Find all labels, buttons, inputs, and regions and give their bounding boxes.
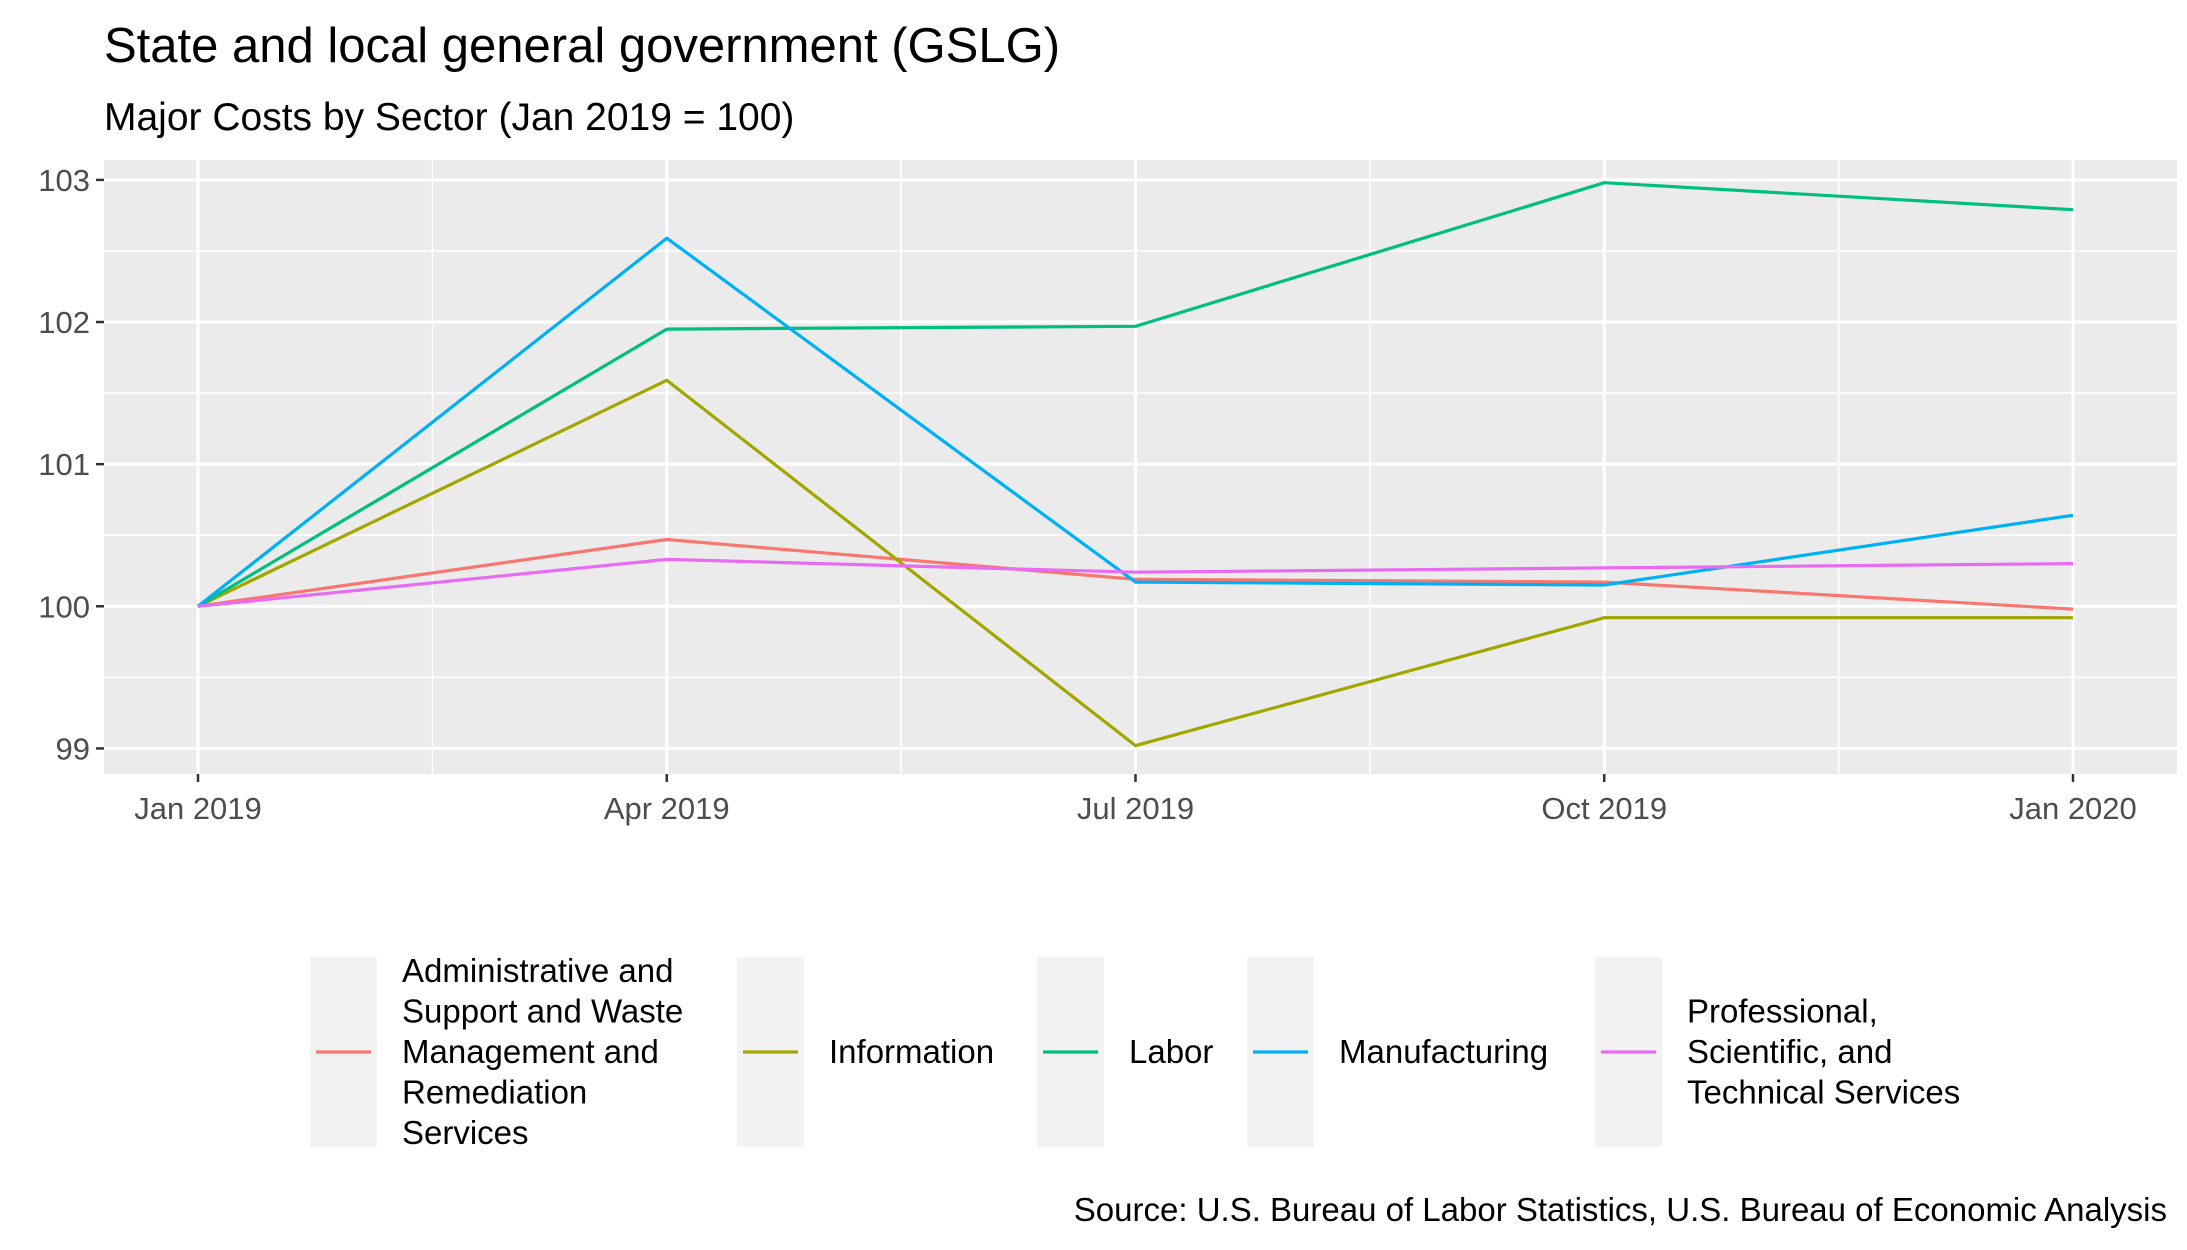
series-line-4 xyxy=(197,236,2074,608)
series-lines xyxy=(197,181,2074,748)
series-line-2 xyxy=(197,378,2073,748)
y-tick-label: 103 xyxy=(38,163,90,198)
x-tick-label: Jan 2020 xyxy=(2009,791,2137,826)
x-tick-label: Apr 2019 xyxy=(604,791,730,826)
legend-label: Labor xyxy=(1129,1033,1213,1070)
series-line-5 xyxy=(197,557,2074,608)
x-tick-label: Jul 2019 xyxy=(1077,791,1194,826)
legend-label: Administrative and Support and Waste Manag… xyxy=(402,952,683,1151)
legend-label: Manufacturing xyxy=(1339,1033,1548,1070)
y-tick-label: 102 xyxy=(38,305,90,340)
legend: Administrative and Support and Waste Manag… xyxy=(310,952,1960,1151)
x-tick-label: Oct 2019 xyxy=(1541,791,1667,826)
series-line-3 xyxy=(197,181,2074,608)
chart-caption: Source: U.S. Bureau of Labor Statistics,… xyxy=(1074,1191,2167,1228)
minor-gridlines xyxy=(104,160,2177,774)
chart-subtitle: Major Costs by Sector (Jan 2019 = 100) xyxy=(104,96,794,139)
y-axis: 99 100 101 102 103 xyxy=(38,163,104,766)
x-tick-label: Jan 2019 xyxy=(134,791,262,826)
series-line-1 xyxy=(197,537,2074,611)
x-axis: Jan 2019 Apr 2019 Jul 2019 Oct 2019 Jan 2020 xyxy=(134,774,2137,826)
y-tick-label: 99 xyxy=(56,731,90,766)
plot-panel xyxy=(104,160,2177,774)
legend-label: Professional, Scientific, and Technical Se… xyxy=(1687,993,1960,1111)
legend-label: Information xyxy=(829,1033,994,1070)
y-tick-label: 100 xyxy=(38,589,90,624)
chart-title: State and local general government (GSLG… xyxy=(104,19,1060,73)
y-tick-label: 101 xyxy=(38,447,90,482)
major-gridlines xyxy=(104,160,2177,774)
